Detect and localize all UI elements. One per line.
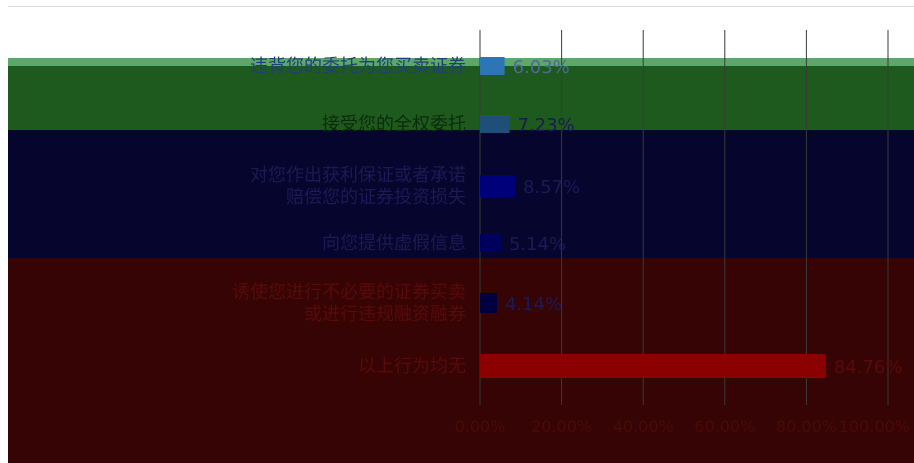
category-labels: 违背您的委托为您买卖证券接受您的全权委托对您作出获利保证或者承诺赔偿您的证券投资…	[232, 56, 466, 377]
category-label: 向您提供虚假信息	[322, 233, 466, 254]
value-label: 4.14%	[505, 294, 562, 315]
x-tick-label: 80.00%	[776, 417, 837, 436]
value-label: 7.23%	[517, 115, 574, 136]
category-label: 接受您的全权委托	[322, 114, 466, 135]
x-tick-label: 60.00%	[694, 417, 755, 436]
bar	[480, 57, 505, 75]
category-label: 以上行为均无	[358, 356, 466, 377]
background-band-green-edge	[8, 58, 914, 66]
value-label: 5.14%	[509, 234, 566, 255]
bar	[480, 234, 501, 252]
bar	[480, 115, 510, 133]
value-label: 84.76%	[834, 357, 903, 378]
bar	[480, 293, 497, 313]
x-axis-ticks: 0.00% 20.00% 40.00% 60.00% 80.00% 100.00%	[455, 417, 910, 436]
plot-frame	[8, 6, 914, 458]
x-tick-label: 40.00%	[613, 417, 674, 436]
value-label: 8.57%	[523, 177, 580, 198]
bars	[480, 57, 826, 378]
bar	[480, 354, 826, 378]
value-label: 6.03%	[513, 57, 570, 78]
x-tick-label: 100.00%	[839, 417, 910, 436]
background-band-green	[8, 58, 914, 130]
category-label: 违背您的委托为您买卖证券	[250, 56, 466, 77]
background-band-navy	[8, 130, 914, 258]
category-label: 诱使您进行不必要的证券买卖或进行违规融资融券	[232, 282, 466, 325]
category-label: 对您作出获利保证或者承诺赔偿您的证券投资损失	[250, 165, 466, 208]
bar	[480, 175, 515, 197]
grid-lines	[479, 30, 889, 405]
x-tick-label: 20.00%	[531, 417, 592, 436]
value-labels: 6.03% 7.23% 8.57% 5.14% 4.14% 84.76%	[505, 57, 903, 378]
x-tick-label: 0.00%	[455, 417, 506, 436]
